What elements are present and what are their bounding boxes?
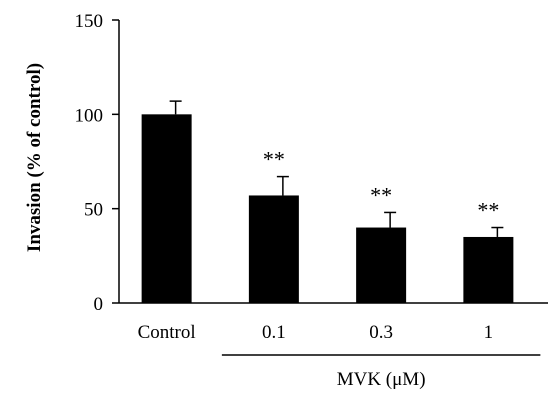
x-tick-label: Control [138,322,196,343]
y-ticks: 0 50 100 150 [75,11,119,315]
y-tick-label: 50 [84,200,103,221]
x-tick-label: 0.3 [369,322,393,343]
bars: ** ** ** [141,100,514,303]
significance-marker: ** [263,147,285,172]
group-label: MVK (μM) [337,369,426,390]
y-tick-label: 150 [75,11,104,32]
y-tick-label: 0 [94,294,104,315]
y-tick-label: 100 [75,105,104,126]
x-tick-label: 1 [484,322,494,343]
significance-marker: ** [370,182,392,207]
y-axis-label: Invasion (% of control) [24,63,45,252]
x-tick-labels: Control 0.1 0.3 1 [138,322,494,343]
bar [356,227,407,303]
significance-marker: ** [477,198,499,223]
bar [248,195,299,303]
bar [463,236,514,303]
bar [141,114,192,303]
x-tick-label: 0.1 [262,322,286,343]
